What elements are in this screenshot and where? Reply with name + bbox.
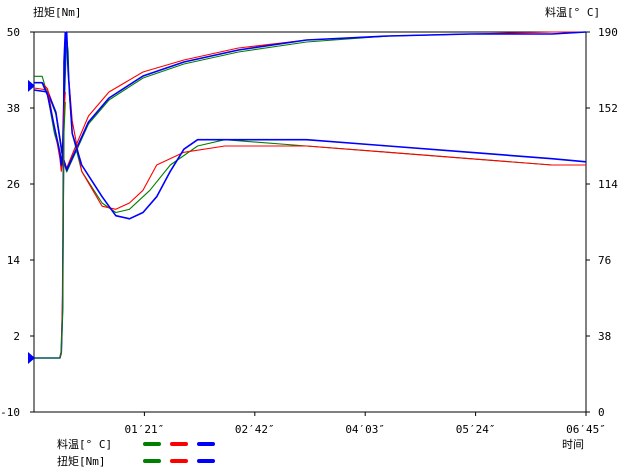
series-temperature-start-8: [34, 101, 66, 359]
right-tick-label: 114: [598, 178, 618, 191]
left-axis-ticks: 50 38 26 14 2 -10: [0, 26, 34, 419]
legend-row-torque: 扭矩[Nm]: [57, 454, 106, 468]
start-marker-left: [28, 79, 35, 92]
left-axis-label: 扭矩[Nm]: [33, 5, 82, 19]
x-tick-label: 04′03″: [345, 423, 385, 436]
x-axis-label: 时间: [562, 438, 584, 451]
x-axis-ticks: 01′21″ 02′42″ 04′03″ 05′24″ 06′45″: [125, 412, 606, 436]
right-tick-label: 152: [598, 102, 618, 115]
left-tick-label: 50: [7, 26, 20, 39]
left-tick-label: 2: [13, 330, 20, 343]
legend-row-temperature: 料温[° C]: [57, 437, 112, 451]
series-temperature-2: [33, 31, 587, 171]
x-tick-label: 01′21″: [125, 423, 165, 436]
right-tick-label: 190: [598, 26, 618, 39]
x-tick-label: 05′24″: [456, 423, 496, 436]
left-tick-label: 14: [7, 254, 21, 267]
left-tick-label: -10: [0, 406, 20, 419]
start-marker-right: [28, 352, 35, 364]
legend: 料温[° C] 扭矩[Nm]: [57, 437, 215, 468]
legend-swatches: [143, 442, 215, 463]
left-tick-label: 38: [7, 102, 20, 115]
x-tick-label: 02′42″: [235, 423, 275, 436]
plot-area: [33, 31, 587, 413]
right-tick-label: 76: [598, 254, 611, 267]
right-tick-label: 38: [598, 330, 611, 343]
left-tick-label: 26: [7, 178, 20, 191]
series-torque-5: [34, 31, 587, 220]
marker-layer: [28, 79, 35, 364]
right-tick-label: 0: [598, 406, 605, 419]
series-layer: [33, 31, 587, 359]
x-tick-label: 06′45″: [566, 423, 606, 436]
right-axis-label: 料温[° C]: [545, 5, 600, 19]
right-axis-ticks: 190 152 114 76 38 0: [586, 26, 618, 419]
